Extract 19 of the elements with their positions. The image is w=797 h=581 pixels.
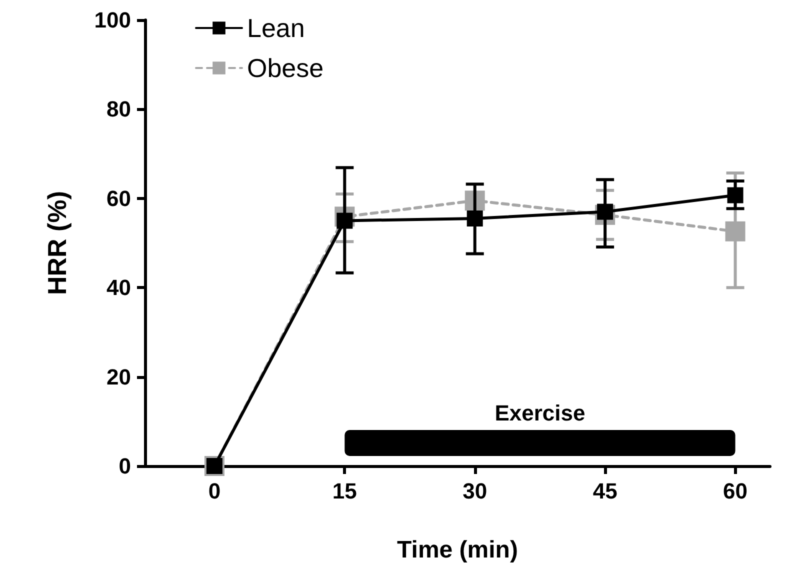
x-tick-label: 30 xyxy=(462,478,488,504)
x-tick-label: 15 xyxy=(332,478,357,504)
y-tick-label: 40 xyxy=(106,275,131,300)
x-tick-label: 60 xyxy=(723,478,748,504)
point xyxy=(725,221,746,242)
y-tick-label: 0 xyxy=(118,454,131,478)
band-label: Exercise xyxy=(494,400,586,426)
y-tick-label: 100 xyxy=(94,8,131,32)
x-axis-title: Time (min) xyxy=(397,536,518,564)
y-tick-label: 80 xyxy=(106,96,131,122)
y-tick-label: 20 xyxy=(106,364,131,390)
point xyxy=(727,187,744,204)
x-tick-label: 45 xyxy=(592,478,618,504)
point xyxy=(466,210,483,226)
x-tick-label: 0 xyxy=(208,478,221,504)
legend-label: Lean xyxy=(247,13,305,43)
legend-label: Obese xyxy=(247,53,324,83)
y-tick-label: 60 xyxy=(106,186,131,211)
y-axis-title: HRR (%) xyxy=(42,191,72,295)
